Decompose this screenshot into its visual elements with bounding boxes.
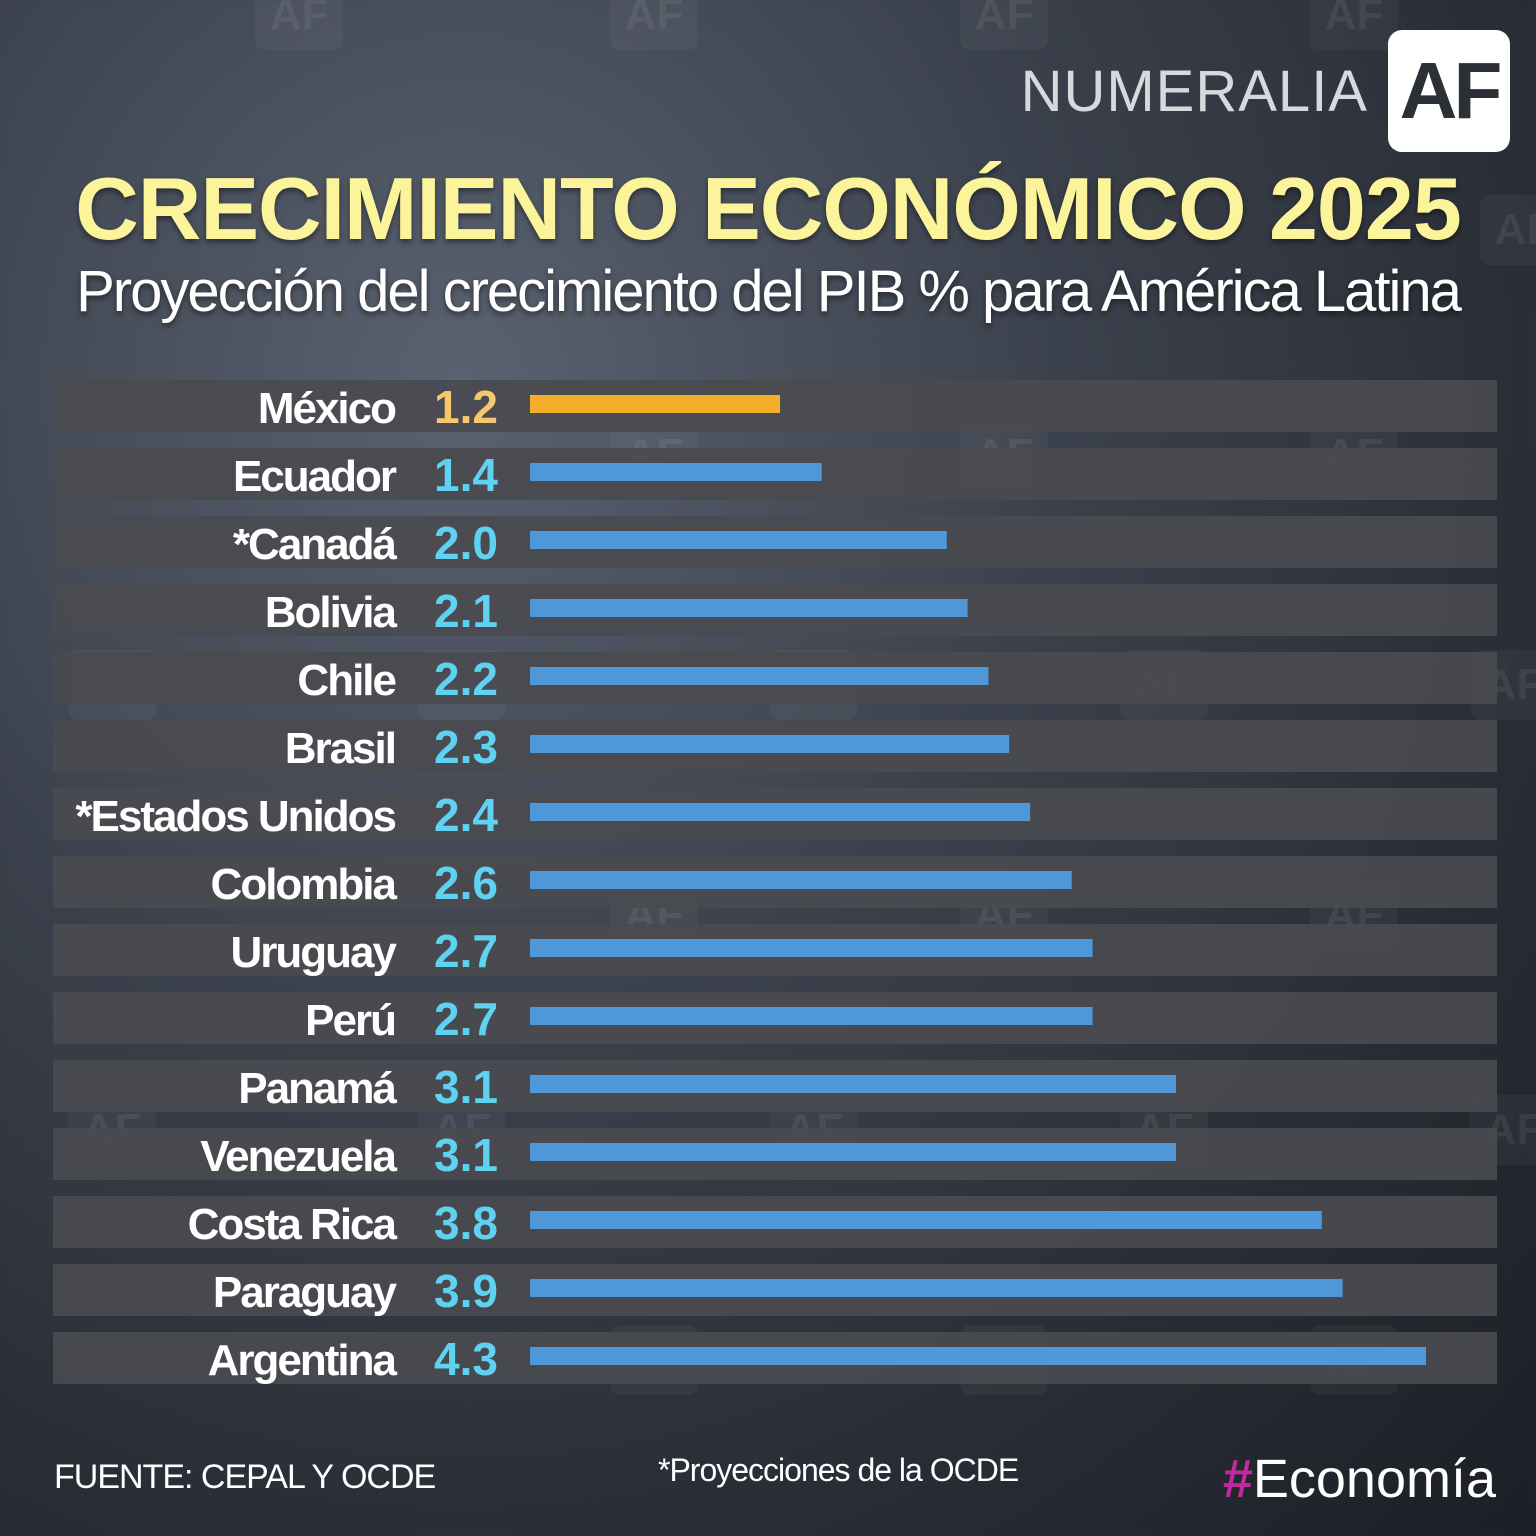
data-label: 2.1 — [434, 585, 498, 637]
bar — [530, 395, 781, 413]
data-label: 2.3 — [434, 721, 498, 773]
category-label: Costa Rica — [188, 1200, 398, 1249]
category-label: Bolivia — [265, 588, 398, 637]
data-label: 4.3 — [434, 1333, 498, 1385]
data-label: 1.2 — [434, 381, 498, 433]
data-label: 3.8 — [434, 1197, 498, 1249]
category-label: Brasil — [285, 724, 395, 773]
hashtag-symbol: # — [1222, 1449, 1253, 1509]
category-label: Paraguay — [213, 1268, 398, 1317]
watermark-logo: AF — [960, 0, 1048, 50]
data-label: 3.1 — [434, 1061, 498, 1113]
data-label: 3.9 — [434, 1265, 498, 1317]
data-label: 2.7 — [434, 925, 498, 977]
data-label: 2.6 — [434, 857, 498, 909]
watermark-logo: AF — [610, 0, 698, 50]
af-logo: AF — [1388, 30, 1510, 152]
data-label: 2.0 — [434, 517, 498, 569]
bar — [530, 871, 1072, 889]
hashtag-word: Economía — [1252, 1449, 1496, 1509]
bar — [530, 463, 822, 481]
data-label: 2.2 — [434, 653, 498, 705]
bar — [530, 1143, 1176, 1161]
category-label: Venezuela — [200, 1132, 397, 1181]
watermark-logo: AF — [1310, 0, 1398, 50]
bar — [530, 1347, 1426, 1365]
category-label: Perú — [305, 996, 395, 1045]
category-label: *Canadá — [233, 520, 398, 569]
category-label: Colombia — [211, 860, 398, 909]
data-label: 1.4 — [434, 449, 498, 501]
bar — [530, 939, 1093, 957]
bar — [530, 531, 947, 549]
bar — [530, 803, 1031, 821]
chart-title: CRECIMIENTO ECONÓMICO 2025 — [75, 159, 1462, 258]
brand-name: NUMERALIA — [1020, 58, 1368, 124]
bar — [530, 1075, 1176, 1093]
watermark-logo: AF — [255, 0, 343, 50]
bar — [530, 1279, 1343, 1297]
bar — [530, 1007, 1093, 1025]
category-label: Panamá — [238, 1064, 397, 1113]
bar — [530, 599, 968, 617]
brand-header: NUMERALIA AF — [1021, 30, 1510, 152]
watermark-logo: AF — [1480, 195, 1536, 265]
chart-subtitle: Proyección del crecimiento del PIB % par… — [76, 259, 1462, 324]
bar — [530, 667, 989, 685]
category-label: *Estados Unidos — [75, 792, 395, 841]
category-label: México — [258, 384, 396, 433]
ocde-footnote: *Proyecciones de la OCDE — [658, 1452, 1019, 1488]
bar — [530, 1211, 1322, 1229]
data-label: 2.4 — [434, 789, 498, 841]
category-label: Argentina — [208, 1336, 398, 1385]
data-label: 2.7 — [434, 993, 498, 1045]
bar — [530, 735, 1010, 753]
economia-hashtag: #Economía — [1223, 1448, 1496, 1510]
source-note: FUENTE: CEPAL Y OCDE — [54, 1458, 436, 1496]
category-label: Uruguay — [231, 928, 398, 977]
category-label: Chile — [297, 656, 395, 705]
data-label: 3.1 — [434, 1129, 498, 1181]
category-label: Ecuador — [233, 452, 397, 501]
